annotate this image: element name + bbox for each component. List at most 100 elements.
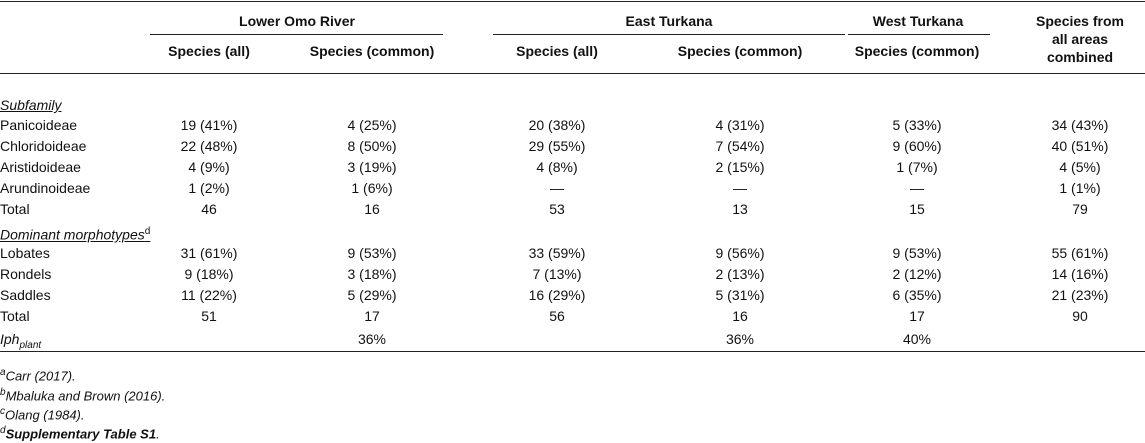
table-cell: — [550,180,564,196]
table-cell: 22 (48%) [180,138,238,154]
subheader-et-all: Species (all) [516,43,598,59]
table-cell: 9 (18%) [184,266,234,282]
section-morphotypes: Dominant morphotypesd [0,223,150,244]
row-label: Chloridoideae [0,138,87,154]
table-cell: 1 (2%) [188,180,230,196]
row-label: Lobates [0,245,50,261]
table-cell: 46 [201,201,217,217]
header-rule [0,73,1145,74]
table-cell: 79 [1072,201,1088,217]
table-cell: 5 (33%) [892,117,942,133]
footnote-b: bMbaluka and Brown (2016). [0,385,165,404]
group-rule-west-turkana [848,34,990,35]
table-cell: 14 (16%) [1051,266,1109,282]
footnote-b-mark: b [0,387,6,398]
section-morphotypes-label: Dominant morphotypes [0,226,145,243]
section-morphotypes-sup: d [144,226,151,237]
table-cell: 4 (31%) [715,117,765,133]
group-rule-east-turkana [493,34,845,35]
table-cell: 2 (12%) [892,266,942,282]
table-cell: 13 [732,201,748,217]
table-cell: 5 (31%) [715,287,765,303]
table-cell: 3 (19%) [347,159,397,175]
table-cell: 6 (35%) [892,287,942,303]
group-header-lower-omo: Lower Omo River [239,13,355,29]
footnote-c: cOlang (1984). [0,404,85,423]
table-cell: 1 (1%) [1059,180,1101,196]
table-cell: 4 (25%) [347,117,397,133]
table-cell: 29 (55%) [528,138,586,154]
table-cell: 15 [909,201,925,217]
iph-label-text: Iph [0,331,20,347]
table-cell: 17 [364,308,380,324]
footnote-d-tail: . [156,426,160,442]
iph-label-sub: plant [19,339,42,351]
table-cell: 11 (22%) [181,287,237,303]
table-cell: 56 [549,308,565,324]
table-cell: 17 [909,308,925,324]
table-cell: 9 (53%) [892,245,942,261]
bottom-rule [0,351,1145,352]
iph-wt-common: 40% [902,331,932,347]
row-label: Arundinoideae [0,180,91,196]
row-label: Total [0,308,30,324]
row-label: Rondels [0,266,52,282]
table-cell: 20 (38%) [528,117,586,133]
subheader-wt-common: Species (common) [854,43,980,59]
iph-label: Iphplant [0,330,41,355]
footnote-c-mark: c [0,406,5,417]
table-cell: 8 (50%) [347,138,397,154]
table-cell: 90 [1072,308,1088,324]
footnote-a-mark: a [0,367,6,378]
iph-et-common: 36% [725,331,755,347]
row-label: Saddles [0,287,51,303]
footnote-d-text: Supplementary Table S1 [5,426,157,442]
table-cell: 2 (13%) [715,266,765,282]
group-header-west-turkana: West Turkana [872,13,964,29]
group-header-east-turkana: East Turkana [625,13,713,29]
table-cell: 1 (7%) [896,159,938,175]
header-combined-3: combined [1046,49,1114,65]
table-cell: 31 (61%) [180,245,238,261]
table-cell: 2 (15%) [715,159,765,175]
top-rule [0,1,1145,2]
table-cell: 16 [364,201,380,217]
table-cell: 9 (60%) [892,138,942,154]
table-cell: 3 (18%) [347,266,397,282]
table-cell: 16 (29%) [528,287,586,303]
table-cell: 55 (61%) [1051,245,1109,261]
subheader-et-common: Species (common) [677,43,803,59]
table-cell: — [910,180,924,196]
table-cell: 33 (59%) [528,245,586,261]
subheader-omo-all: Species (all) [168,43,250,59]
footnote-a: aCarr (2017). [0,365,76,384]
table-cell: 9 (53%) [347,245,397,261]
table-cell: 40 (51%) [1051,138,1109,154]
table-cell: 7 (54%) [715,138,765,154]
footnote-b-text: Mbaluka and Brown (2016). [5,388,166,404]
table-cell: 4 (8%) [536,159,578,175]
table-cell: 7 (13%) [532,266,582,282]
footnote-d-mark: d [0,425,6,436]
table-cell: 16 [732,308,748,324]
table-cell: 4 (9%) [188,159,230,175]
table-cell: 19 (41%) [180,117,238,133]
table-cell: 21 (23%) [1051,287,1109,303]
table-cell: — [733,180,747,196]
table-cell: 9 (56%) [715,245,765,261]
row-label: Aristidoideae [0,159,81,175]
header-combined-1: Species from [1036,13,1124,29]
table-cell: 51 [201,308,217,324]
footnote-d: dSupplementary Table S1. [0,423,160,442]
group-rule-lower-omo [150,34,443,35]
header-combined-2: all areas [1051,31,1109,47]
section-subfamily: Subfamily [0,97,62,113]
table-cell: 1 (6%) [351,180,393,196]
footnote-a-text: Carr (2017). [5,368,76,384]
table-cell: 53 [549,201,565,217]
row-label: Total [0,201,30,217]
footnote-c-text: Olang (1984). [5,407,85,423]
table-cell: 5 (29%) [347,287,397,303]
table-cell: 4 (5%) [1059,159,1101,175]
table-cell: 34 (43%) [1051,117,1109,133]
